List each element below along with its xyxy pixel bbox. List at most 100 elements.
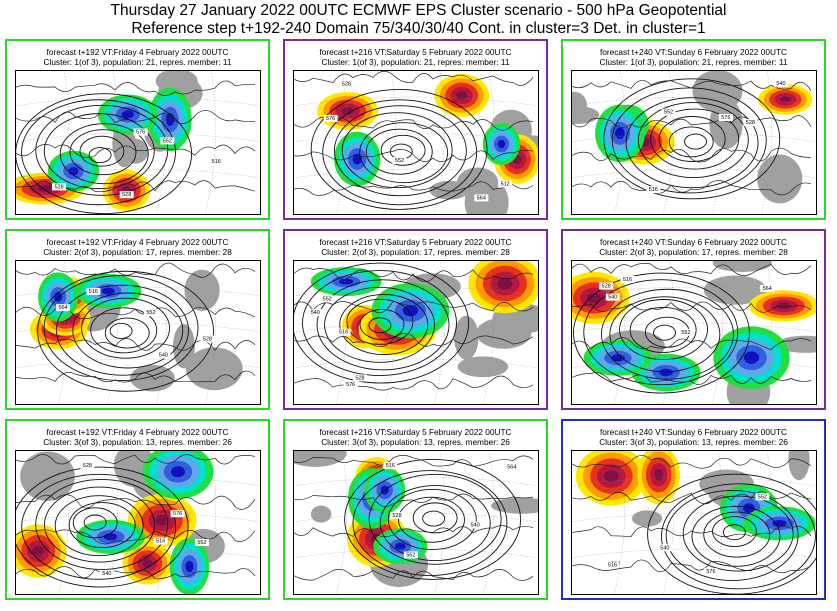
parallel-line — [571, 286, 817, 297]
contour-line — [293, 332, 534, 347]
map-border — [293, 260, 539, 405]
contour-line — [43, 113, 155, 190]
cluster-panel: forecast t+216 VT:Saturday 5 February 20… — [283, 419, 548, 600]
panel-cluster-caption: Cluster: 1(of 3), population: 21, repres… — [599, 57, 788, 67]
panel-forecast-caption: forecast t+192 VT:Friday 4 February 2022… — [46, 47, 229, 57]
parallel-line — [571, 512, 817, 523]
contour-label-box — [336, 328, 351, 336]
contour-line — [571, 372, 812, 385]
contour-label-box — [343, 380, 358, 388]
parallel-line — [571, 168, 817, 179]
contour-label-box — [156, 351, 171, 359]
contour-line — [293, 300, 534, 314]
meridian-line — [155, 260, 167, 405]
contour-line — [359, 122, 449, 184]
neutral-area — [185, 347, 243, 391]
contour-value-label: 552 — [163, 138, 172, 144]
contour-value-label: 564 — [763, 286, 772, 292]
contour-label-box — [320, 295, 335, 303]
contour-line — [104, 317, 150, 349]
contour-value-label: 528 — [355, 375, 364, 381]
cluster-panel: forecast t+192 VT:Friday 4 February 2022… — [5, 39, 270, 220]
contour-line — [72, 292, 184, 369]
panel-forecast-caption: forecast t+216 VT:Saturday 5 February 20… — [319, 427, 512, 437]
neutral-area — [571, 91, 587, 120]
contour-line — [72, 507, 118, 539]
latlon-grid — [571, 450, 817, 595]
contour-line — [668, 126, 714, 158]
cluster-panel: forecast t+216 VT:Saturday 5 February 20… — [283, 229, 548, 410]
contour-line — [21, 99, 176, 206]
negative-anomaly — [310, 267, 382, 297]
map-border — [571, 260, 817, 405]
contour-label-box — [389, 511, 404, 519]
contour-label-box — [646, 186, 661, 194]
parallel-line — [571, 96, 817, 107]
geopotential-contours — [293, 455, 534, 581]
parallel-line — [293, 476, 539, 487]
negative-anomaly-level — [121, 110, 134, 119]
meridian-line — [384, 70, 396, 215]
panel-cluster-caption: Cluster: 1(of 3), population: 21, repres… — [321, 57, 510, 67]
parallel-line — [293, 358, 539, 369]
contour-line — [571, 337, 812, 351]
meridian-line — [662, 260, 674, 405]
parallel-line — [293, 512, 539, 523]
contour-label-box — [498, 180, 513, 188]
contour-line — [658, 116, 726, 162]
negative-anomaly — [75, 273, 142, 309]
contour-line — [59, 123, 149, 185]
contour-line — [380, 134, 426, 166]
parallel-line — [15, 548, 261, 559]
contour-line — [293, 375, 534, 391]
contour-label-box — [99, 570, 114, 578]
negative-anomaly-level — [170, 466, 186, 478]
positive-anomaly — [122, 541, 173, 585]
contour-label-box — [474, 194, 489, 202]
contour-line — [339, 294, 429, 355]
negative-anomaly-level — [103, 533, 118, 541]
neutral-area — [457, 356, 509, 378]
contour-line — [15, 109, 256, 124]
parallel-line — [571, 476, 817, 487]
contour-label-box — [308, 309, 323, 317]
contour-line — [571, 180, 812, 196]
contour-value-label: 528 — [746, 120, 755, 126]
contour-line — [69, 129, 137, 176]
contour-line — [293, 267, 534, 283]
latlon-grid — [571, 70, 817, 215]
contour-value-label: 552 — [758, 494, 767, 500]
panel-cluster-caption: Cluster: 3(of 3), population: 13, repres… — [321, 437, 510, 447]
panel-cluster-caption: Cluster: 2(of 3), population: 17, repres… — [43, 247, 232, 257]
neutral-area — [757, 154, 803, 204]
contour-label-box — [605, 293, 620, 301]
contour-line — [88, 147, 112, 164]
contour-line — [722, 524, 746, 541]
neutral-area — [310, 505, 332, 523]
contour-label-box — [657, 544, 672, 552]
contour-line — [324, 286, 435, 363]
negative-anomaly — [148, 87, 192, 152]
contour-line — [368, 473, 502, 565]
contour-line — [359, 309, 405, 340]
map-border — [571, 450, 817, 595]
parallel-line — [293, 132, 539, 143]
contour-line — [316, 279, 450, 371]
negative-anomaly-level — [101, 287, 115, 295]
contour-label-box — [760, 284, 775, 292]
contour-label-box — [170, 510, 185, 518]
positive-anomaly — [637, 450, 681, 505]
contour-line — [703, 511, 771, 558]
contour-line — [684, 133, 707, 150]
contour-value-label: 516 — [339, 330, 348, 336]
latlon-grid — [293, 450, 539, 595]
contour-label-box — [209, 157, 224, 165]
contour-value-label: 552 — [664, 110, 673, 116]
positive-anomaly — [15, 172, 85, 205]
contour-value-label: 540 — [102, 571, 111, 577]
geopotential-map: 552 528 516 564 540 — [293, 450, 539, 595]
contour-value-label: 576 — [706, 569, 715, 575]
cluster-panel: forecast t+240 VT:Sunday 6 February 2022… — [561, 39, 826, 220]
